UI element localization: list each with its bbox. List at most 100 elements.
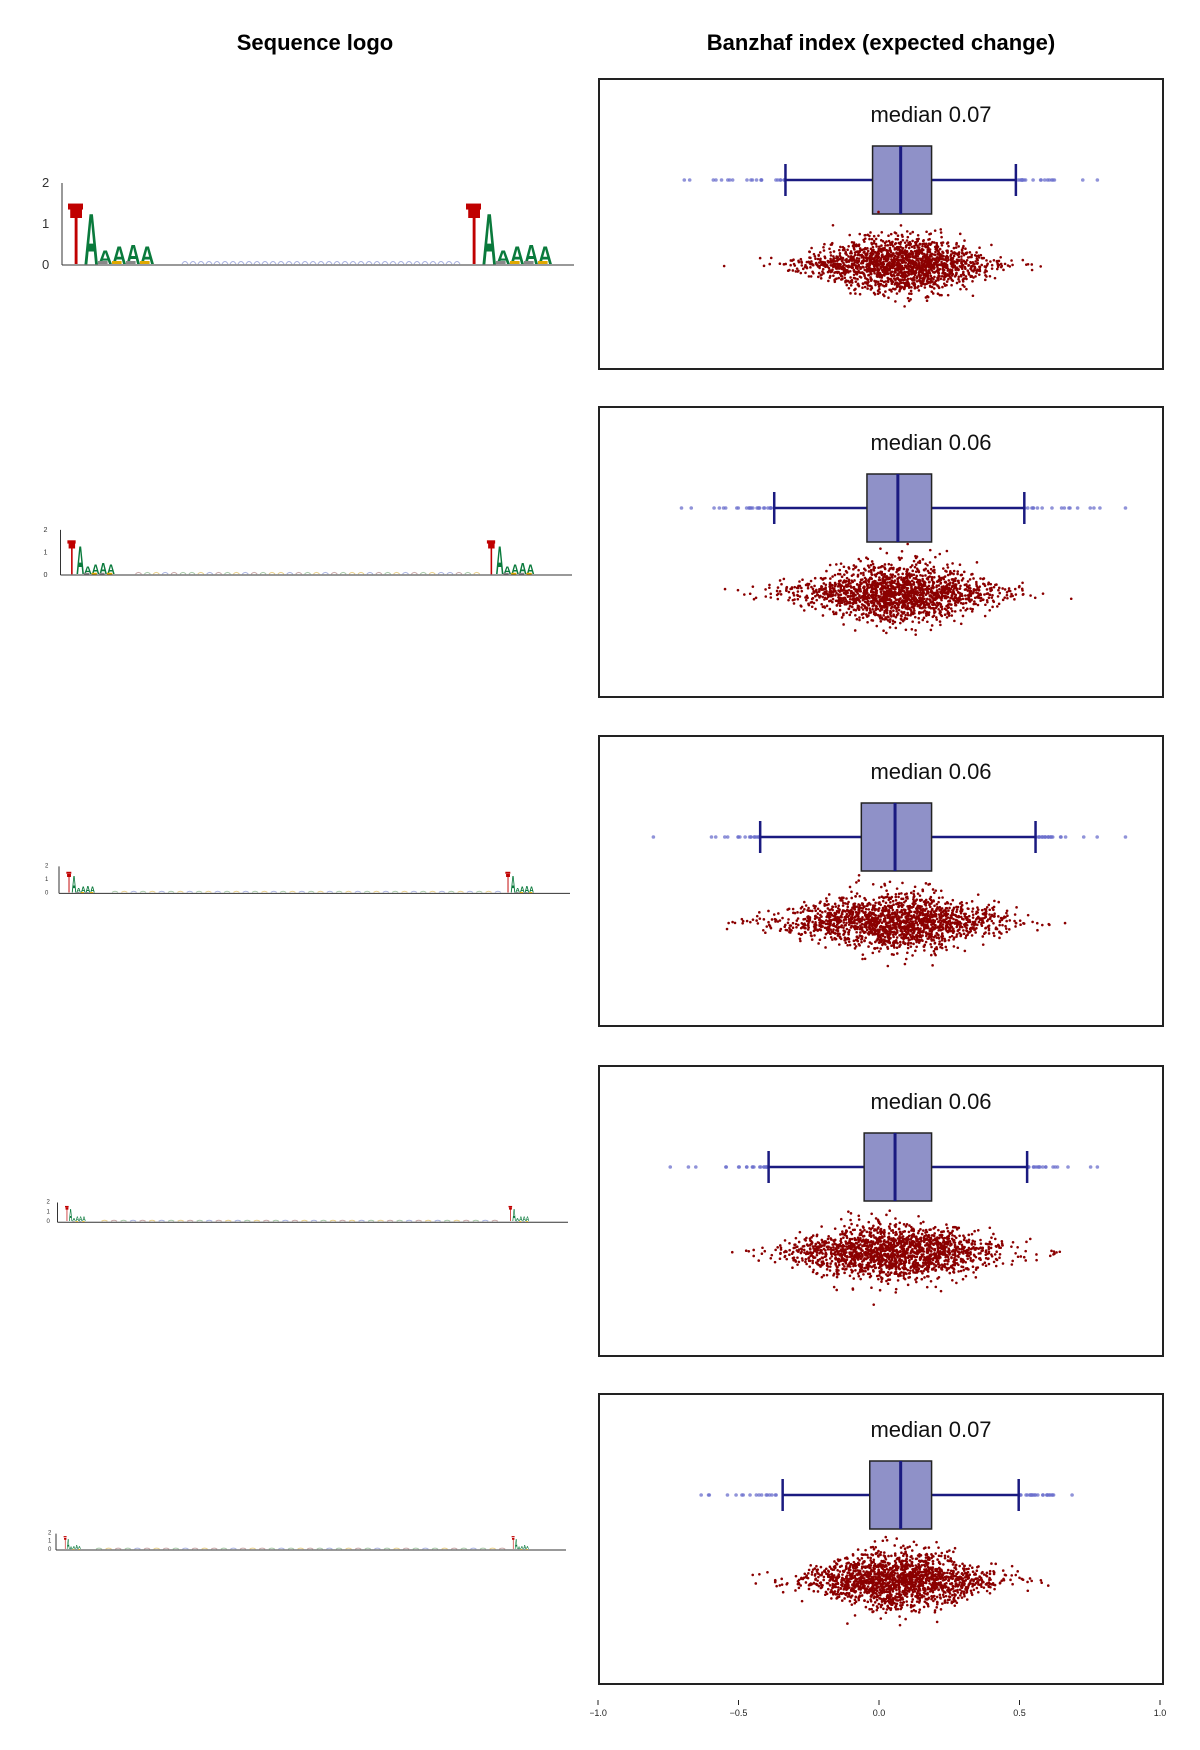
scatter-point: [813, 576, 817, 580]
scatter-point: [919, 582, 923, 585]
scatter-point: [821, 270, 824, 273]
scatter-point: [902, 567, 906, 571]
scatter-point: [900, 892, 903, 895]
scatter-point: [950, 578, 954, 581]
scatter-point: [796, 590, 800, 593]
scatter-point: [989, 260, 992, 263]
scatter-point: [792, 591, 795, 595]
logo-background-letter: [261, 261, 269, 265]
scatter-point: [911, 591, 915, 595]
scatter-point: [799, 604, 803, 607]
scatter-point: [1010, 592, 1013, 596]
scatter-point: [854, 243, 858, 246]
scatter-point: [804, 263, 807, 267]
scatter-point: [990, 243, 993, 247]
scatter-point: [945, 242, 949, 245]
scatter-point: [842, 246, 846, 250]
scatter-point: [947, 614, 951, 617]
scatter-point: [1015, 906, 1018, 909]
scatter-point: [882, 595, 885, 599]
logo-background-letter: [182, 1547, 189, 1550]
scatter-point: [847, 566, 851, 569]
scatter-point: [857, 587, 861, 591]
scatter-point: [880, 231, 884, 234]
logo-minor-letter: [515, 891, 519, 893]
outlier-point: [1098, 506, 1102, 510]
scatter-point: [983, 593, 986, 596]
scatter-point: [812, 601, 816, 605]
scatter-point: [776, 597, 780, 601]
scatter-point: [811, 920, 814, 924]
scatter-point: [901, 619, 905, 623]
logo-letter: A: [515, 887, 520, 894]
scatter-point: [868, 234, 871, 238]
scatter-point: [962, 273, 966, 277]
scatter-point: [909, 255, 912, 259]
logo-background-letter: [373, 261, 381, 265]
logo-tick-label: 0: [48, 1547, 52, 1553]
logo-letter: A: [519, 1217, 523, 1224]
scatter-point: [844, 598, 848, 601]
scatter-point: [858, 250, 861, 254]
scatter-point: [832, 262, 835, 265]
scatter-point: [949, 276, 953, 280]
logo-background-letter: [135, 571, 142, 575]
scatter-point: [879, 547, 882, 550]
scatter-point: [951, 562, 954, 565]
scatter-point: [946, 267, 950, 270]
scatter-point: [885, 631, 888, 635]
scatter-point: [906, 611, 909, 615]
scatter-point: [945, 549, 949, 553]
scatter-point: [722, 264, 726, 268]
scatter-point: [884, 259, 888, 263]
scatter-point: [984, 266, 988, 269]
scatter-point: [853, 942, 856, 946]
scatter-point: [882, 262, 886, 266]
scatter-point: [867, 580, 871, 584]
scatter-point: [882, 260, 885, 264]
scatter-point: [926, 563, 929, 567]
banzhaf-plot: [682, 145, 1100, 308]
scatter-point: [1069, 597, 1073, 601]
scatter-point: [832, 612, 836, 616]
logo-background-letter: [316, 1547, 324, 1550]
scatter-point: [965, 583, 968, 586]
scatter-point: [936, 270, 940, 273]
logo-background-letter: [377, 1219, 384, 1222]
scatter-point: [936, 292, 940, 296]
scatter-point: [926, 620, 929, 624]
scatter-point: [845, 279, 849, 283]
scatter-point: [814, 594, 817, 598]
scatter-point: [912, 573, 916, 577]
scatter-point: [999, 262, 1003, 266]
logo-background-letter: [373, 890, 380, 893]
logo-background-letter: [367, 1219, 375, 1222]
scatter-point: [845, 257, 848, 261]
scatter-point: [860, 603, 864, 606]
scatter-point: [886, 581, 889, 584]
scatter-point: [758, 917, 762, 920]
scatter-point: [824, 265, 827, 269]
logo-background-letter: [224, 1219, 232, 1222]
logo-background-letter: [413, 261, 421, 265]
scatter-point: [863, 281, 867, 284]
scatter-point: [789, 259, 793, 262]
scatter-point: [863, 600, 867, 604]
scatter-point: [971, 607, 975, 611]
scatter-point: [758, 911, 761, 914]
logo-background-letter: [349, 261, 357, 265]
scatter-point: [1003, 588, 1007, 591]
logo-background-letter: [188, 571, 196, 575]
scatter-point: [952, 588, 955, 592]
scatter-point: [808, 261, 812, 265]
scatter-point: [864, 580, 867, 583]
scatter-point: [811, 270, 814, 274]
logo-background-letter: [263, 1219, 270, 1222]
scatter-point: [847, 578, 851, 582]
scatter-point: [915, 580, 919, 584]
banzhaf-panel-2: median 0.06: [598, 406, 1164, 698]
logo-background-letter: [447, 890, 455, 893]
scatter-point: [908, 580, 912, 584]
logo-background-letter: [237, 261, 245, 265]
scatter-point: [906, 946, 910, 950]
